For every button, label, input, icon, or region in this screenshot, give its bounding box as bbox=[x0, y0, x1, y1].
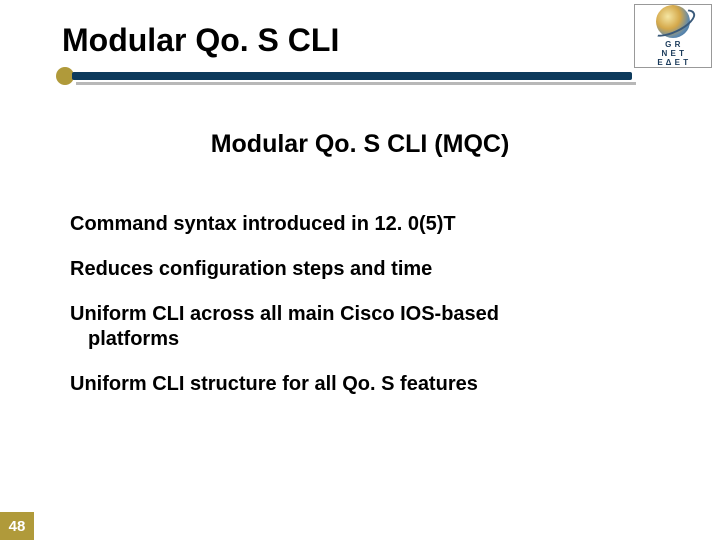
bullet-text-cont: platforms bbox=[70, 328, 179, 350]
slide-subtitle: Modular Qo. S CLI (MQC) bbox=[0, 130, 720, 159]
bullet-item: Uniform CLI across all main Cisco IOS-ba… bbox=[70, 302, 660, 352]
bullet-item: Reduces configuration steps and time bbox=[70, 257, 660, 282]
logo-line: Ε Δ Ε Τ bbox=[657, 58, 688, 67]
bullet-item: Command syntax introduced in 12. 0(5)T bbox=[70, 212, 660, 237]
bullet-text: Reduces configuration steps and time bbox=[70, 258, 432, 280]
page-number-badge: 48 bbox=[0, 512, 34, 540]
grnet-logo: G R N E T Ε Δ Ε Τ bbox=[634, 4, 712, 68]
slide: Modular Qo. S CLI G R N E T Ε Δ Ε Τ Modu… bbox=[0, 0, 720, 540]
bullet-text: Uniform CLI across all main Cisco IOS-ba… bbox=[70, 303, 499, 325]
logo-text: G R N E T Ε Δ Ε Τ bbox=[657, 40, 688, 67]
logo-line: G R bbox=[665, 40, 681, 49]
bullet-text: Command syntax introduced in 12. 0(5)T bbox=[70, 213, 456, 235]
slide-body: Command syntax introduced in 12. 0(5)T R… bbox=[70, 212, 660, 417]
globe-icon bbox=[656, 5, 690, 38]
bullet-text: Uniform CLI structure for all Qo. S feat… bbox=[70, 373, 478, 395]
bullet-item: Uniform CLI structure for all Qo. S feat… bbox=[70, 372, 660, 397]
slide-title: Modular Qo. S CLI bbox=[62, 22, 339, 59]
logo-line: N E T bbox=[662, 49, 685, 58]
underline-bar bbox=[72, 72, 632, 80]
underline-shadow bbox=[76, 82, 636, 85]
swoosh-icon bbox=[647, 4, 699, 42]
